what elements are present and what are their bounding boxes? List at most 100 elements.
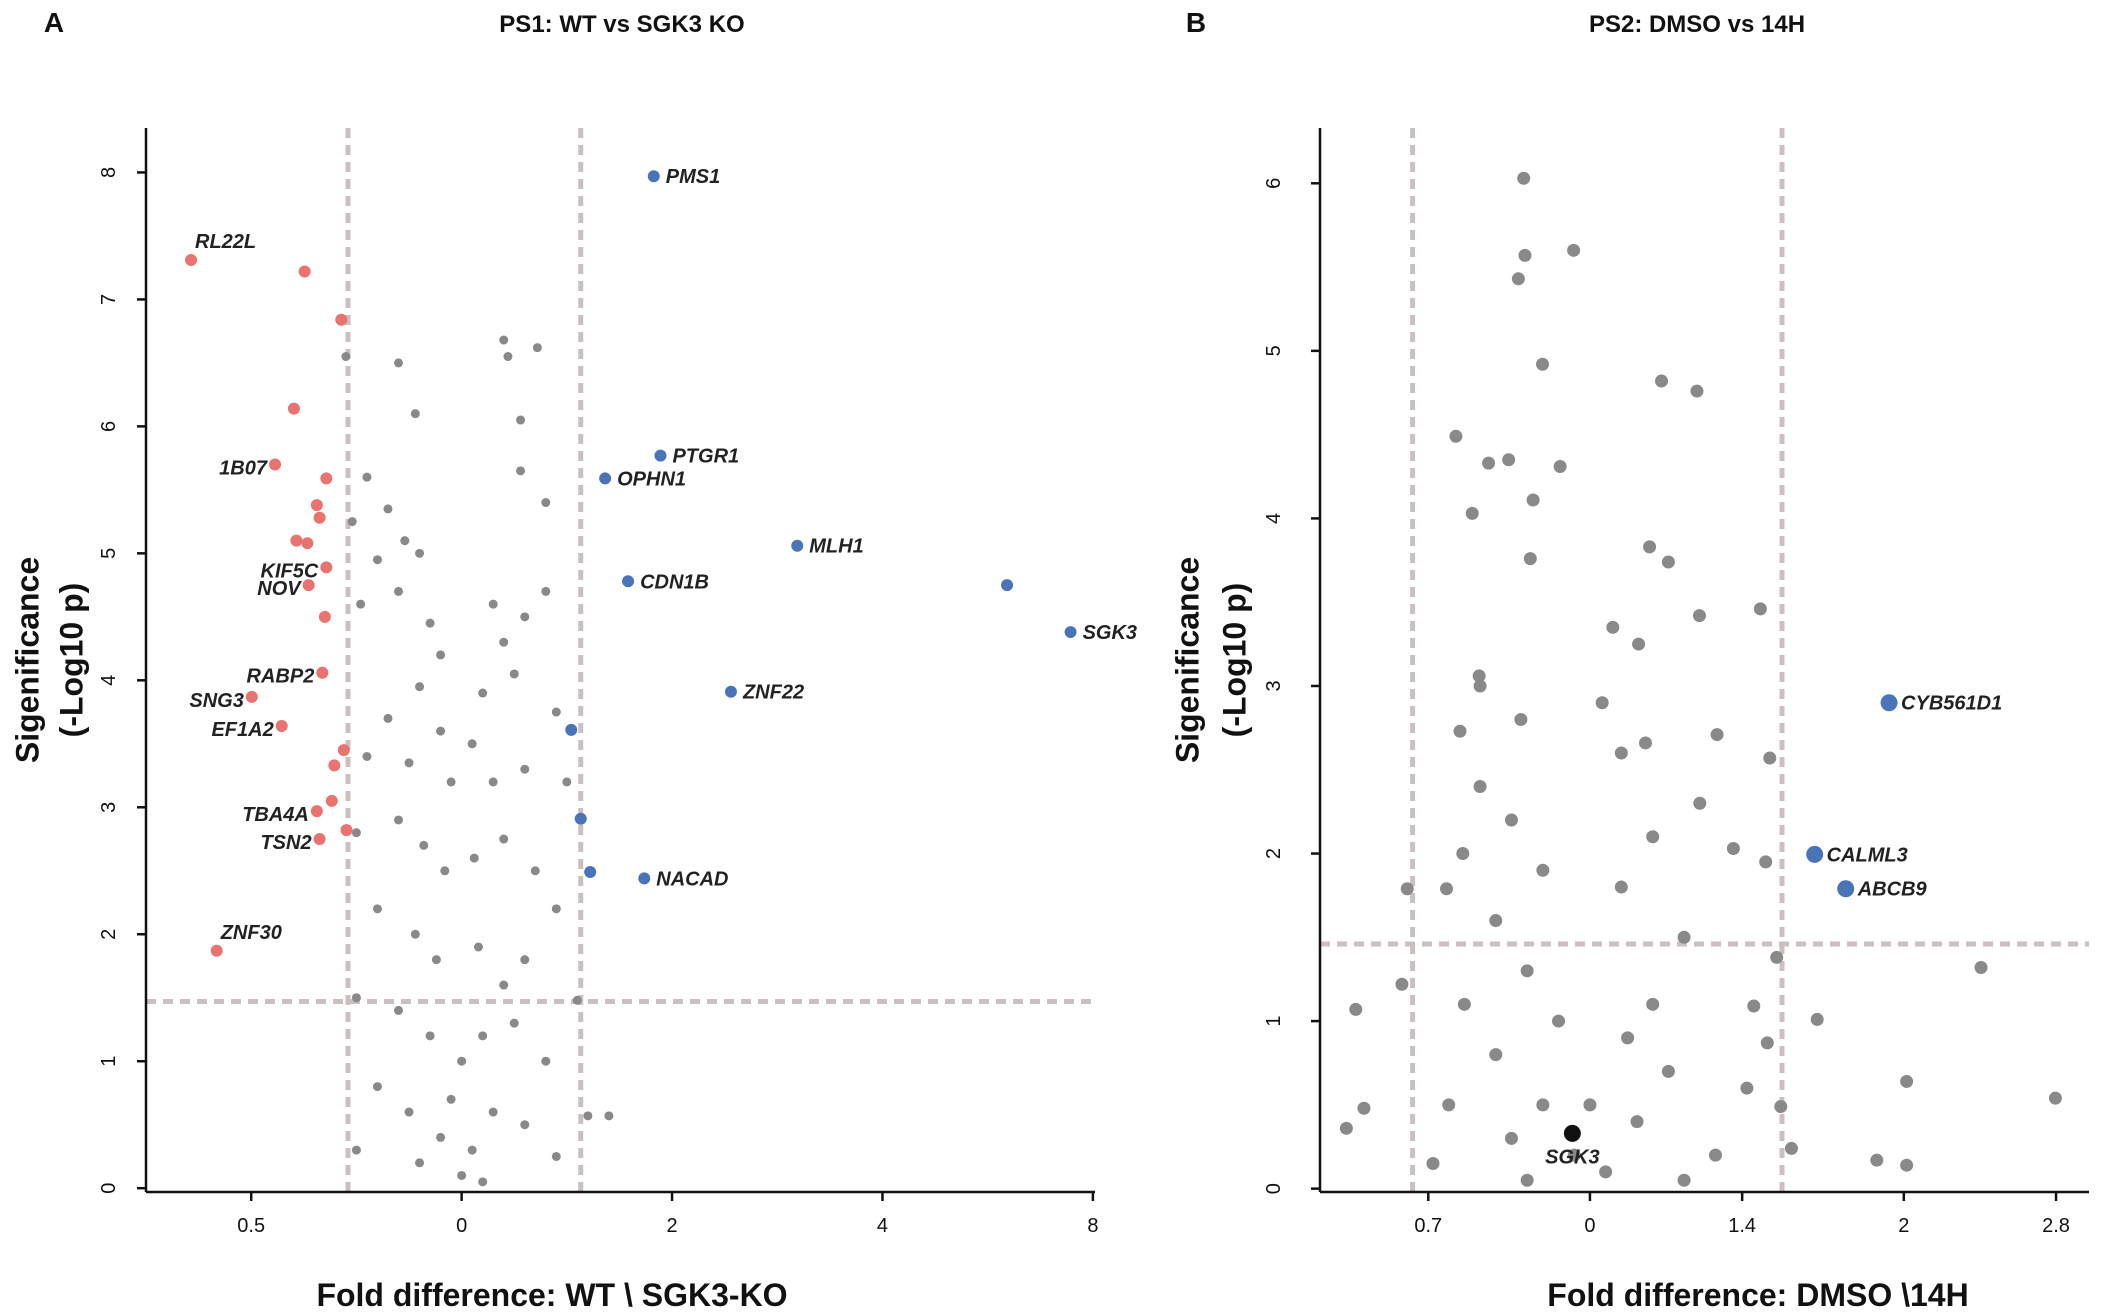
highlight-point: [1880, 694, 1898, 712]
point: [1693, 796, 1707, 810]
y-tick-label: 3: [1263, 680, 1285, 691]
point: [436, 1132, 446, 1142]
highlight-point: [313, 511, 326, 524]
point-label: ZNF30: [220, 922, 282, 944]
highlight-point: [310, 805, 323, 818]
point: [1643, 540, 1657, 554]
point: [446, 777, 456, 787]
point: [1442, 1098, 1456, 1112]
point: [372, 555, 382, 565]
point: [1614, 880, 1628, 894]
point: [1482, 456, 1496, 470]
point: [516, 415, 526, 425]
highlight-point: [320, 561, 333, 574]
point: [431, 955, 441, 965]
point: [1726, 842, 1740, 856]
point: [1489, 1048, 1503, 1062]
point: [1502, 453, 1516, 467]
point: [1473, 780, 1487, 794]
point: [478, 1177, 488, 1187]
point: [1632, 637, 1646, 651]
point: [1621, 1031, 1635, 1045]
point: [351, 1145, 361, 1155]
point: [1520, 964, 1534, 978]
point: [415, 548, 425, 558]
point: [404, 1107, 414, 1117]
point-label: CALML3: [1827, 844, 1908, 866]
point: [436, 650, 446, 660]
point: [1599, 1165, 1613, 1179]
y-tick-label: 5: [98, 548, 120, 559]
point: [1465, 506, 1479, 520]
point: [1349, 1002, 1363, 1016]
point: [1472, 669, 1486, 683]
point: [457, 1056, 467, 1066]
panel-letter: A: [44, 7, 64, 38]
y-tick-label: 4: [98, 675, 120, 686]
point: [1614, 746, 1628, 760]
point: [362, 472, 372, 482]
point: [400, 536, 410, 546]
point: [351, 993, 361, 1003]
point-label: EF1A2: [211, 719, 273, 741]
point: [509, 1018, 519, 1028]
x-axis-label: Fold difference: DMSO \14H: [1547, 1277, 1968, 1313]
point: [1395, 977, 1409, 991]
point: [520, 955, 530, 965]
point-label: RL22L: [195, 231, 256, 253]
point: [1740, 1081, 1754, 1095]
point-label: SGK3: [1545, 1146, 1599, 1168]
x-tick-label: 0: [456, 1215, 467, 1237]
y-tick-label: 8: [98, 167, 120, 178]
highlight-point: [290, 534, 303, 547]
highlight-point: [565, 723, 578, 736]
point: [446, 1094, 456, 1104]
point: [1536, 357, 1550, 371]
highlight-point: [1837, 880, 1855, 898]
point: [1760, 1036, 1774, 1050]
point: [425, 1031, 435, 1041]
point: [1504, 1131, 1518, 1145]
point: [488, 777, 498, 787]
point: [1449, 429, 1463, 443]
point: [1763, 751, 1777, 765]
point: [520, 612, 530, 622]
point-label: MLH1: [809, 536, 863, 558]
point: [520, 764, 530, 774]
point: [394, 815, 404, 825]
point-label: ZNF22: [742, 682, 804, 704]
point-label: SGK3: [1083, 622, 1137, 644]
point: [1708, 1148, 1722, 1162]
point: [1774, 1100, 1788, 1114]
point: [1400, 882, 1414, 896]
highlight-point: [599, 472, 612, 485]
point: [499, 637, 509, 647]
point-label: NOV: [257, 578, 302, 600]
point: [1677, 1173, 1691, 1187]
point: [1553, 459, 1567, 473]
chart-title: PS1: WT vs SGK3 KO: [499, 11, 744, 38]
y-tick-label: 2: [1263, 848, 1285, 859]
point: [457, 1170, 467, 1180]
point: [1536, 863, 1550, 877]
point: [541, 586, 551, 596]
point: [562, 777, 572, 787]
point: [1661, 555, 1675, 569]
y-tick-label: 3: [98, 802, 120, 813]
point: [541, 1056, 551, 1066]
point-label: OPHN1: [617, 468, 686, 490]
point: [488, 599, 498, 609]
highlight-point: [302, 579, 315, 592]
point: [1974, 960, 1988, 974]
highlight-point: [337, 744, 350, 757]
point: [1784, 1141, 1798, 1155]
point-label: ABCB9: [1857, 879, 1928, 901]
point: [362, 751, 372, 761]
highlight-point: [275, 720, 288, 733]
y-tick-label: 0: [98, 1183, 120, 1194]
y-tick-label: 7: [98, 294, 120, 305]
x-tick-label: 4: [877, 1215, 888, 1237]
point: [1753, 602, 1767, 616]
highlight-point: [301, 537, 314, 550]
